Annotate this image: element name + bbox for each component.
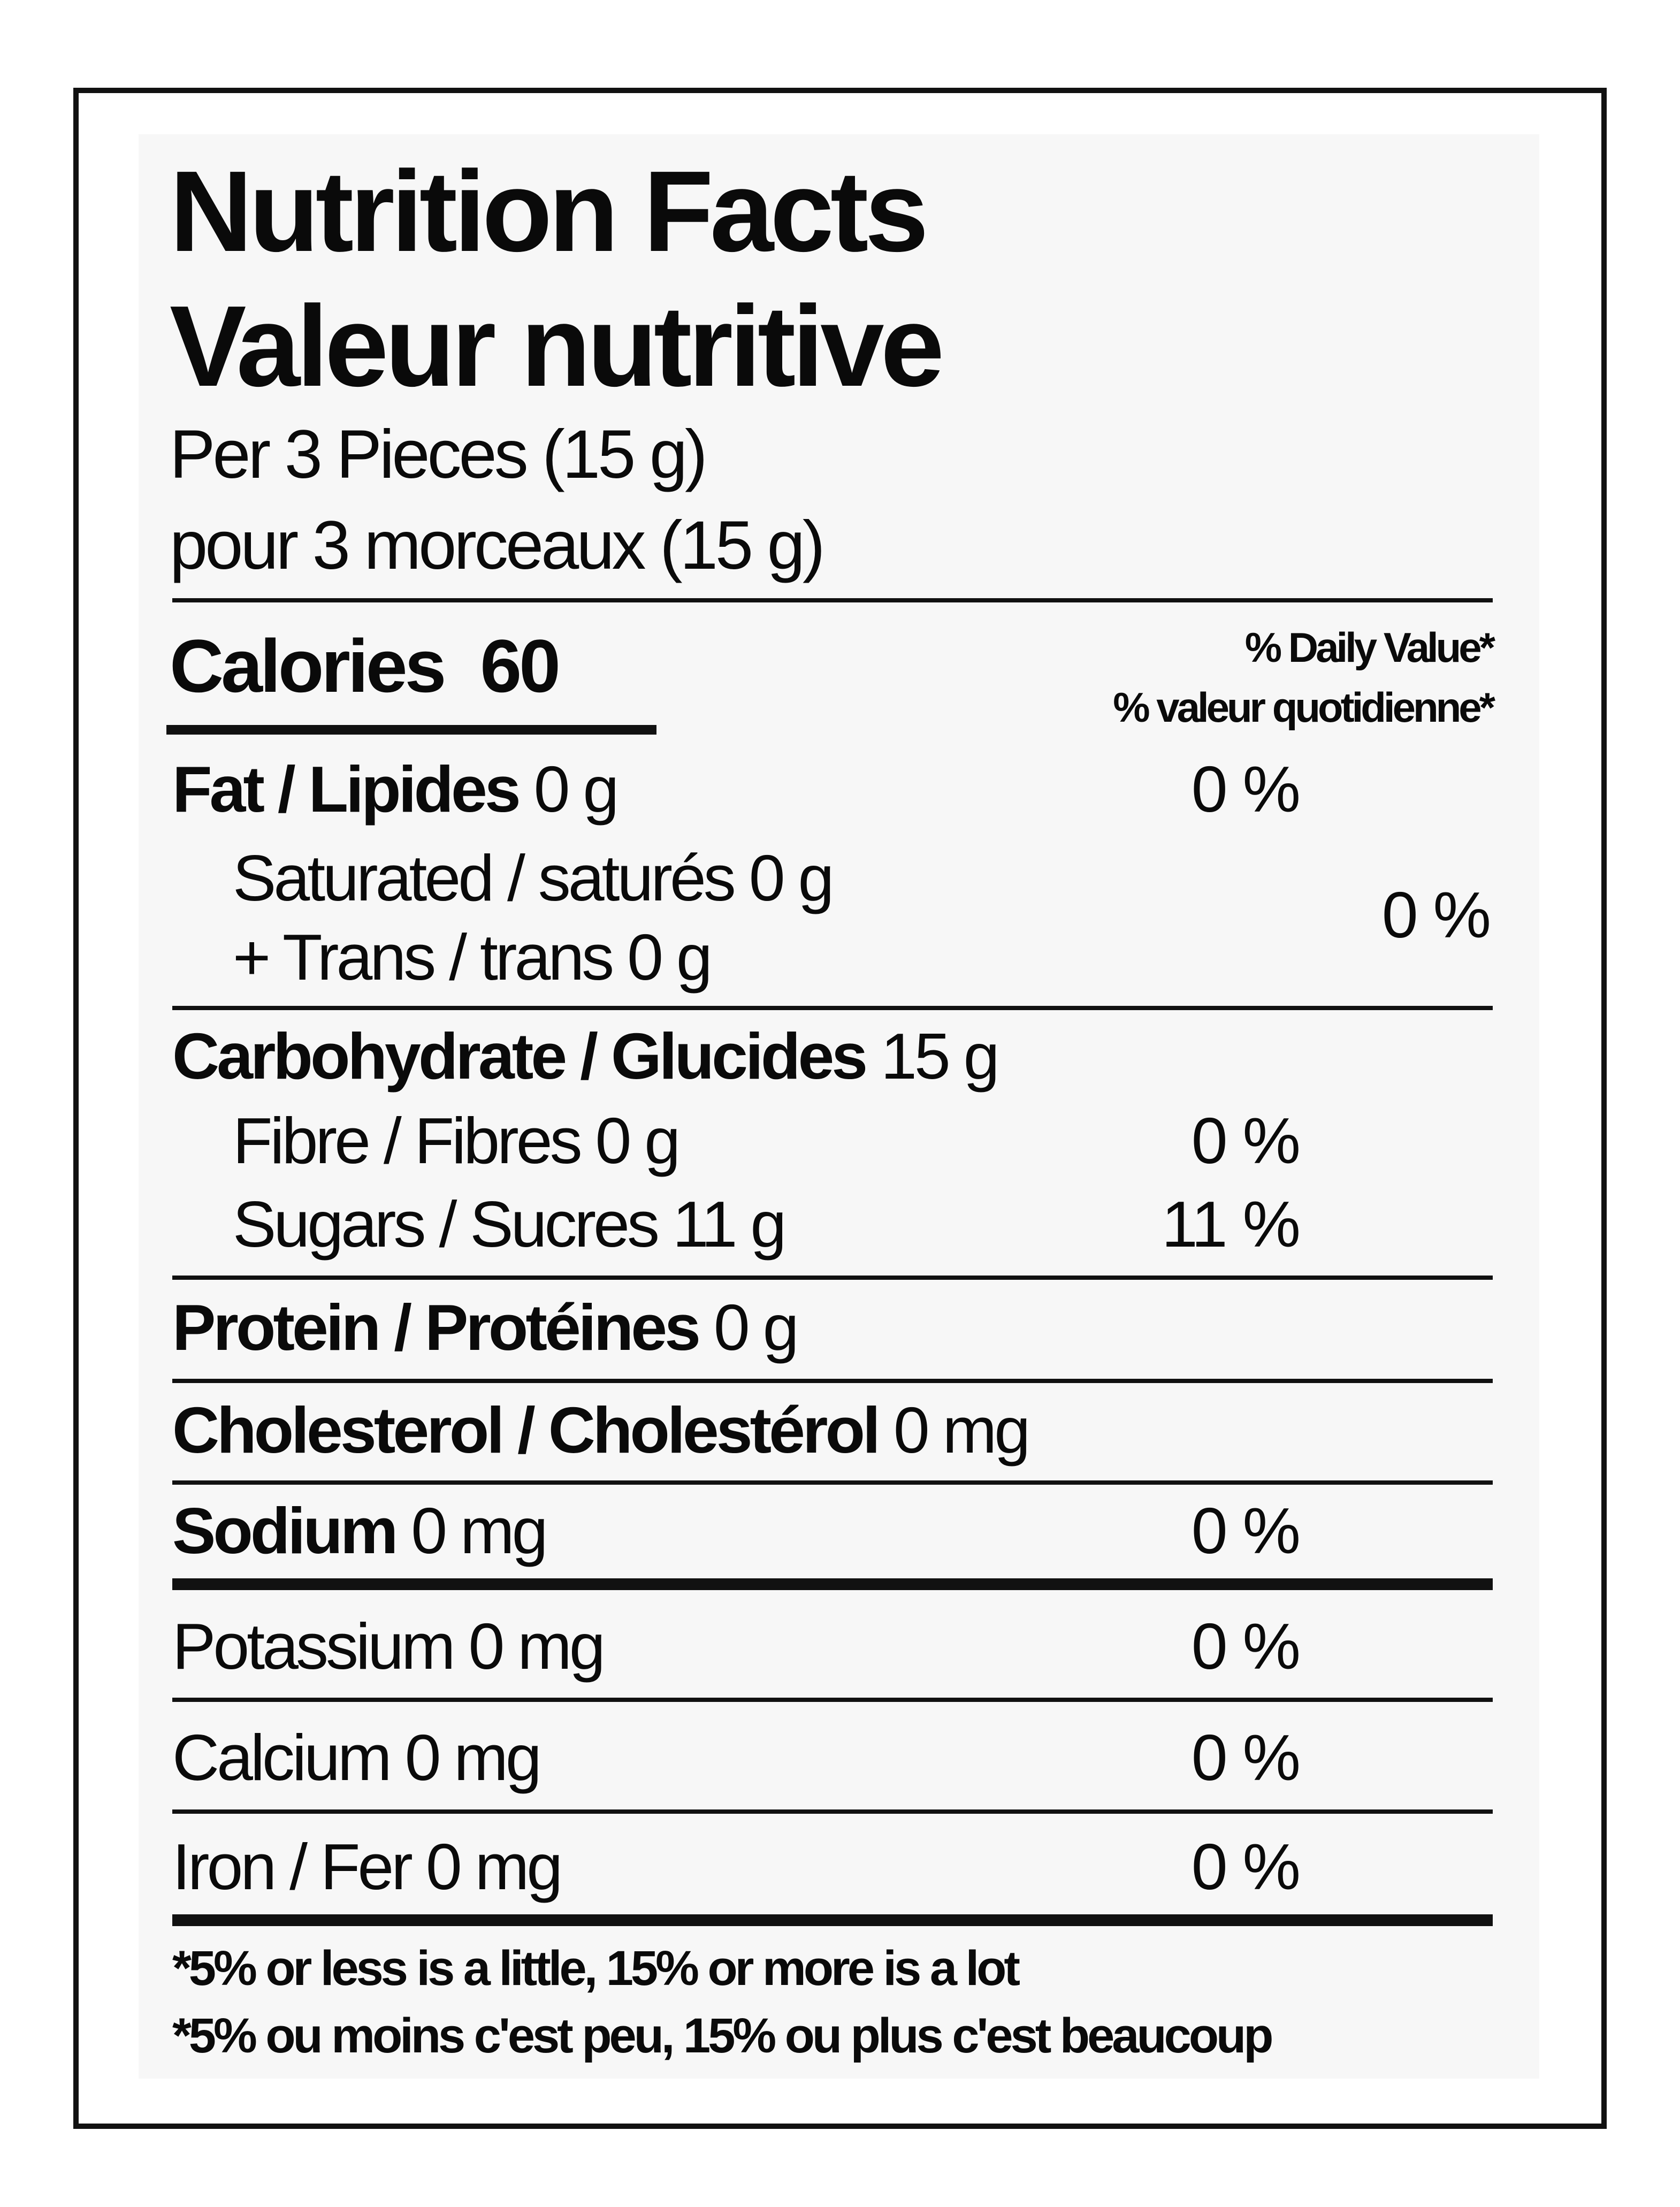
footnote-french: *5% ou moins c'est peu, 15% ou plus c'es… <box>172 2009 1273 2063</box>
nutrient-amount: 0 mg <box>425 1830 563 1903</box>
nutrient-amount: 0 g <box>749 842 835 914</box>
nutrient-row-carbohydrate: Carbohydrate / Glucides 15 g <box>172 1019 1490 1094</box>
thick-divider <box>172 1914 1493 1926</box>
daily-value-percent: 0 % <box>1191 1104 1301 1177</box>
nutrient-label: Saturated / saturés <box>233 842 736 914</box>
divider <box>172 1809 1493 1814</box>
calories-label: Calories <box>170 624 446 708</box>
nutrient-label: Calcium <box>172 1721 392 1794</box>
daily-value-percent: 0 % <box>1191 1721 1301 1794</box>
divider <box>172 1379 1493 1383</box>
nutrient-label: Protein / Protéines <box>172 1291 701 1364</box>
nutrient-row-sodium: Sodium 0 mg 0 % <box>172 1493 1490 1568</box>
label-panel <box>139 134 1539 2079</box>
title-french: Valeur nutritive <box>170 281 944 410</box>
divider <box>172 1006 1493 1010</box>
thick-divider <box>172 1578 1493 1590</box>
footnote-english: *5% or less is a little, 15% or more is … <box>172 1941 1020 1996</box>
serving-size-french: pour 3 morceaux (15 g) <box>170 507 825 584</box>
nutrient-row-cholesterol: Cholesterol / Cholestérol 0 mg <box>172 1393 1490 1468</box>
nutrient-label: + Trans / trans <box>233 921 614 994</box>
daily-value-percent: 11 % <box>1161 1188 1301 1261</box>
nutrient-amount: 0 mg <box>468 1610 605 1683</box>
nutrient-amount: 0 mg <box>893 1394 1030 1467</box>
nutrient-amount: 11 g <box>672 1188 786 1261</box>
nutrient-label: Cholesterol / Cholestérol <box>172 1394 881 1467</box>
nutrient-label: Sodium <box>172 1494 398 1567</box>
daily-value-header-english: % Daily Value* <box>1244 624 1495 671</box>
serving-size-english: Per 3 Pieces (15 g) <box>170 416 708 493</box>
nutrient-amount: 0 g <box>595 1104 681 1177</box>
nutrient-row-calcium: Calcium 0 mg 0 % <box>172 1720 1490 1795</box>
calories-underline <box>166 725 656 735</box>
nutrient-amount: 0 g <box>533 753 620 826</box>
daily-value-percent: 0 % <box>1191 1610 1301 1683</box>
nutrient-row-fibre: Fibre / Fibres 0 g 0 % <box>233 1103 1490 1178</box>
nutrient-label: Iron / Fer <box>172 1830 413 1903</box>
daily-value-percent: 0 % <box>1191 753 1301 826</box>
nutrient-label: Carbohydrate / Glucides <box>172 1020 868 1093</box>
calories: Calories 60 <box>170 623 561 709</box>
nutrient-row-trans: + Trans / trans 0 g <box>233 920 1490 995</box>
nutrient-row-saturated: Saturated / saturés 0 g <box>233 841 1490 915</box>
saturated-trans-daily-value: 0 % <box>1381 879 1491 951</box>
calories-value: 60 <box>480 624 561 708</box>
nutrient-amount: 0 mg <box>411 1494 548 1567</box>
daily-value-header-french: % valeur quotidienne* <box>1113 684 1495 731</box>
nutrient-label: Fibre / Fibres <box>233 1104 583 1177</box>
nutrient-amount: 0 g <box>713 1291 799 1364</box>
divider <box>172 1698 1493 1702</box>
nutrient-row-fat: Fat / Lipides 0 g 0 % <box>172 752 1490 827</box>
divider <box>172 598 1493 602</box>
nutrient-row-protein: Protein / Protéines 0 g <box>172 1290 1490 1365</box>
nutrient-amount: 0 mg <box>404 1721 542 1794</box>
nutrient-amount: 0 g <box>627 921 713 994</box>
divider <box>172 1276 1493 1280</box>
nutrient-row-sugars: Sugars / Sucres 11 g 11 % <box>233 1187 1490 1262</box>
label-border <box>73 88 1607 2129</box>
divider <box>172 1480 1493 1485</box>
nutrient-label: Sugars / Sucres <box>233 1188 660 1261</box>
nutrient-row-potassium: Potassium 0 mg 0 % <box>172 1609 1490 1684</box>
nutrient-row-iron: Iron / Fer 0 mg 0 % <box>172 1829 1490 1904</box>
nutrient-label: Potassium <box>172 1610 456 1683</box>
title-english: Nutrition Facts <box>170 147 929 276</box>
daily-value-percent: 0 % <box>1191 1830 1301 1903</box>
nutrient-amount: 15 g <box>881 1020 999 1093</box>
nutrient-label: Fat / Lipides <box>172 753 521 826</box>
daily-value-percent: 0 % <box>1191 1494 1301 1567</box>
